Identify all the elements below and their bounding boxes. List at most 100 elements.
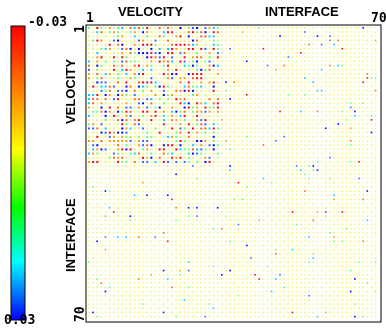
matrix-cell [370,257,373,259]
matrix-cell [225,257,227,259]
matrix-cell [229,202,231,205]
matrix-cell [295,60,298,63]
matrix-cell [270,119,273,121]
matrix-cell [316,35,319,37]
matrix-cell [121,198,123,201]
matrix-cell [333,39,335,42]
matrix-cell [320,294,323,297]
matrix-cell [324,173,327,176]
matrix-cell [283,244,285,247]
matrix-cell [154,31,157,34]
matrix-cell [366,173,369,176]
matrix-cell [100,173,103,176]
matrix-cell [258,68,261,71]
matrix-cell [295,56,298,58]
matrix-cell [191,190,194,192]
matrix-cell [88,106,90,109]
matrix-cell [142,240,144,243]
matrix-cell [362,227,364,230]
matrix-cell [92,47,95,50]
left-label-velocity: VELOCITY [63,59,78,124]
matrix-cell [300,152,302,155]
matrix-cell [154,253,157,255]
matrix-cell [245,194,248,197]
matrix-cell [279,282,281,284]
matrix-cell [108,160,111,163]
matrix-cell [345,194,348,197]
matrix-cell [171,299,173,301]
matrix-cell [200,227,202,230]
matrix-cell [88,244,90,247]
matrix-cell [374,299,377,301]
matrix-cell [245,294,248,297]
matrix-cell [150,294,152,297]
matrix-cell [316,278,319,280]
matrix-cell [287,194,290,197]
matrix-cell [92,131,95,134]
matrix-cell [104,68,107,71]
matrix-cell [312,152,315,155]
matrix-cell [337,52,340,54]
matrix-cell [196,223,198,226]
matrix-cell [349,148,352,150]
matrix-cell [370,223,373,226]
matrix-cell [183,269,186,272]
matrix-cell [154,119,157,122]
matrix-cell [191,144,194,147]
matrix-cell [225,135,227,138]
matrix-cell [183,110,186,113]
matrix-cell [112,102,115,105]
matrix-cell [316,93,319,96]
matrix-cell [142,152,145,155]
matrix-cell [200,140,203,143]
matrix-cell [275,177,277,180]
matrix-cell [179,190,182,192]
matrix-cell [275,27,277,29]
matrix-cell [208,206,211,209]
matrix-cell [312,35,315,37]
matrix-cell [341,299,344,301]
matrix-cell [258,206,261,209]
matrix-cell [125,206,128,209]
matrix-cell [333,165,335,167]
matrix-cell [96,52,99,55]
matrix-cell [362,315,364,318]
matrix-cell [287,232,290,234]
colorbar [10,25,26,321]
matrix-cell [117,114,120,117]
matrix-cell [154,244,157,247]
matrix-cell [337,148,340,150]
matrix-cell [162,248,165,251]
matrix-cell [266,227,269,230]
matrix-cell [162,140,165,143]
matrix-cell [374,215,377,217]
matrix-cell [345,27,348,29]
matrix-cell [208,165,211,167]
matrix-cell [300,265,302,268]
matrix-cell [125,56,128,59]
matrix-cell [374,219,377,222]
matrix-cell [370,186,373,188]
matrix-cell [191,215,194,217]
matrix-cell [316,140,319,142]
matrix-cell [324,240,327,243]
matrix-cell [349,286,352,289]
matrix-cell [270,253,273,255]
matrix-cell [100,39,103,42]
matrix-cell [250,286,252,289]
matrix-cell [233,186,236,188]
matrix-cell [137,140,140,143]
matrix-cell [146,261,148,263]
matrix-cell [108,131,111,134]
matrix-cell [279,89,281,92]
matrix-cell [241,60,244,63]
matrix-cell [233,127,236,130]
matrix-cell [262,248,265,251]
matrix-cell [196,290,198,293]
matrix-cell [121,144,124,147]
matrix-cell [287,152,290,155]
matrix-cell [162,202,165,205]
matrix-cell [337,64,340,67]
matrix-cell [225,123,227,125]
matrix-cell [279,106,281,109]
